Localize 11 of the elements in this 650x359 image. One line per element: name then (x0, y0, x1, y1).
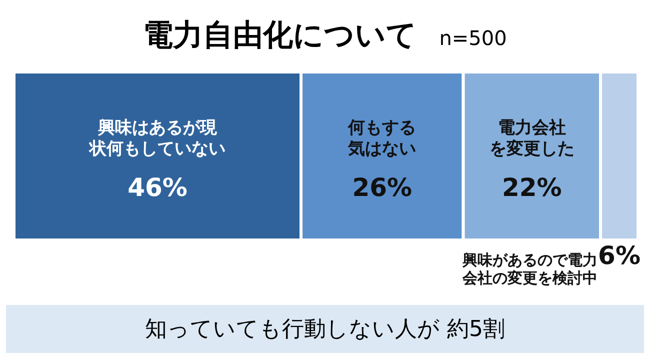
data-label: 46% (128, 173, 188, 202)
data-label: 22% (502, 173, 562, 202)
data-label: 6% (598, 241, 641, 270)
series-label: 電力会社を変更した (489, 118, 574, 159)
series-label: 興味はあるが現状何もしていない (88, 118, 226, 159)
chart-title: 電力自由化について (143, 16, 418, 54)
text: 知っていても行動しない人が 約5割 (6, 305, 644, 353)
series-label: 何もする気はない (347, 118, 416, 159)
series-label: 興味があるので電力会社の変更を検討中 (461, 251, 598, 287)
data-label: 26% (352, 173, 412, 202)
chart-subtitle: n=500 (439, 26, 507, 50)
